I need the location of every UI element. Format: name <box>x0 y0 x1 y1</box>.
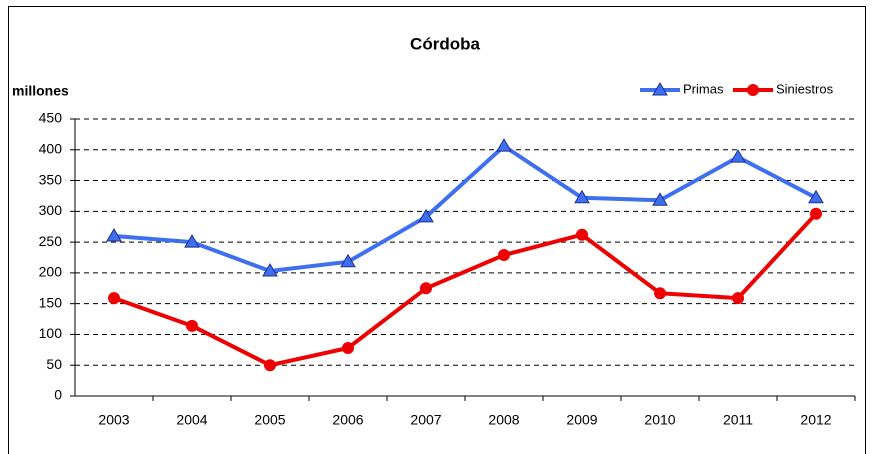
marker <box>264 359 276 372</box>
chart-title: Córdoba <box>410 34 480 53</box>
x-tick-label: 2011 <box>723 412 753 428</box>
marker <box>420 282 432 295</box>
series-line <box>113 144 817 274</box>
marker <box>652 192 668 206</box>
marker <box>654 287 666 300</box>
x-tick-label: 2005 <box>254 412 285 428</box>
marker <box>108 292 120 305</box>
x-tick-label: 2003 <box>98 412 129 428</box>
marker <box>574 189 590 204</box>
chart-border <box>8 6 866 454</box>
marker <box>808 189 824 204</box>
x-tick-label: 2004 <box>176 412 207 428</box>
marker <box>732 292 744 305</box>
x-tick-label: 2012 <box>800 412 831 428</box>
y-tick-label: 50 <box>46 356 62 372</box>
marker <box>652 82 668 96</box>
y-tick-label: 450 <box>39 110 63 126</box>
y-tick-label: 250 <box>39 233 63 249</box>
marker <box>498 249 510 262</box>
y-tick-label: 100 <box>39 325 63 341</box>
legend-label: Primas <box>683 81 724 96</box>
marker <box>262 263 278 277</box>
marker <box>418 208 434 223</box>
series-line <box>113 212 818 368</box>
y-tick-label: 400 <box>39 140 63 156</box>
marker <box>106 227 122 242</box>
marker <box>184 234 200 248</box>
marker <box>747 84 759 96</box>
marker <box>342 341 354 354</box>
y-tick-label: 300 <box>39 202 63 218</box>
legend-label: Siniestros <box>776 81 834 96</box>
marker <box>576 228 588 241</box>
y-tick-label: 0 <box>54 387 62 403</box>
x-tick-label: 2010 <box>644 412 675 428</box>
marker <box>730 149 746 163</box>
marker <box>810 207 822 220</box>
x-tick-label: 2006 <box>332 412 363 428</box>
x-tick-label: 2007 <box>410 412 441 428</box>
y-tick-label: 200 <box>39 264 63 280</box>
x-tick-label: 2008 <box>488 412 519 428</box>
y-tick-label: 150 <box>39 294 63 310</box>
marker <box>496 138 512 152</box>
x-tick-label: 2009 <box>566 412 597 428</box>
marker <box>186 319 198 332</box>
y-axis-label: millones <box>12 83 69 99</box>
marker <box>340 253 356 268</box>
y-tick-label: 350 <box>39 171 63 187</box>
